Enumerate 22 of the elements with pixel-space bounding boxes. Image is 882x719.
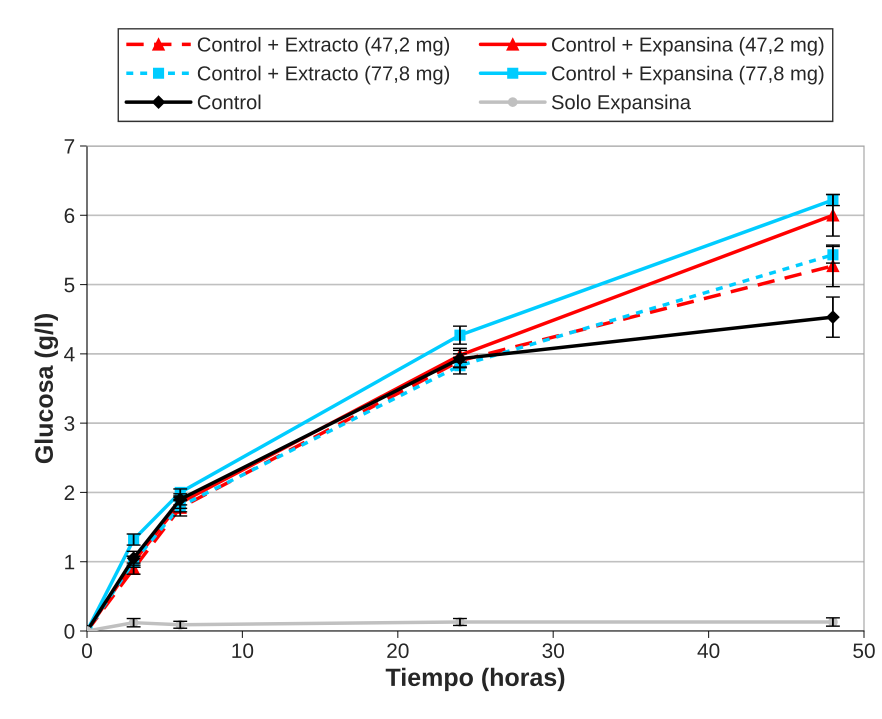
legend-label: Solo Expansina [552,94,691,114]
legend-label: Control + Extracto (77,8 mg) [198,66,450,84]
x-tick-label: 0 [82,643,92,658]
y-tick-label: 7 [64,139,74,154]
y-tick-label: 5 [64,278,74,292]
legend-label: Control + Expansina (47,2 mg) [552,36,824,56]
y-axis-title: Glucosa (g/l) [34,314,58,464]
x-tick-label: 20 [387,643,409,658]
y-tick-label: 4 [64,347,75,362]
x-axis-title: Tiempo (horas) [386,668,564,692]
y-tick-label: 2 [64,485,74,500]
legend-label: Control + Expansina (77,8 mg) [552,66,824,84]
legend-label: Control [198,94,260,110]
y-tick-label: 0 [64,624,74,639]
x-tick-label: 50 [853,643,875,658]
x-tick-label: 40 [697,643,720,658]
y-tick-label: 6 [64,208,74,224]
x-tick-label: 10 [232,643,254,658]
legend-label: Control + Extracto (47,2 mg) [198,36,450,56]
y-tick-label: 1 [65,554,74,570]
y-tick-label: 3 [64,416,74,431]
x-tick-label: 30 [542,643,564,658]
